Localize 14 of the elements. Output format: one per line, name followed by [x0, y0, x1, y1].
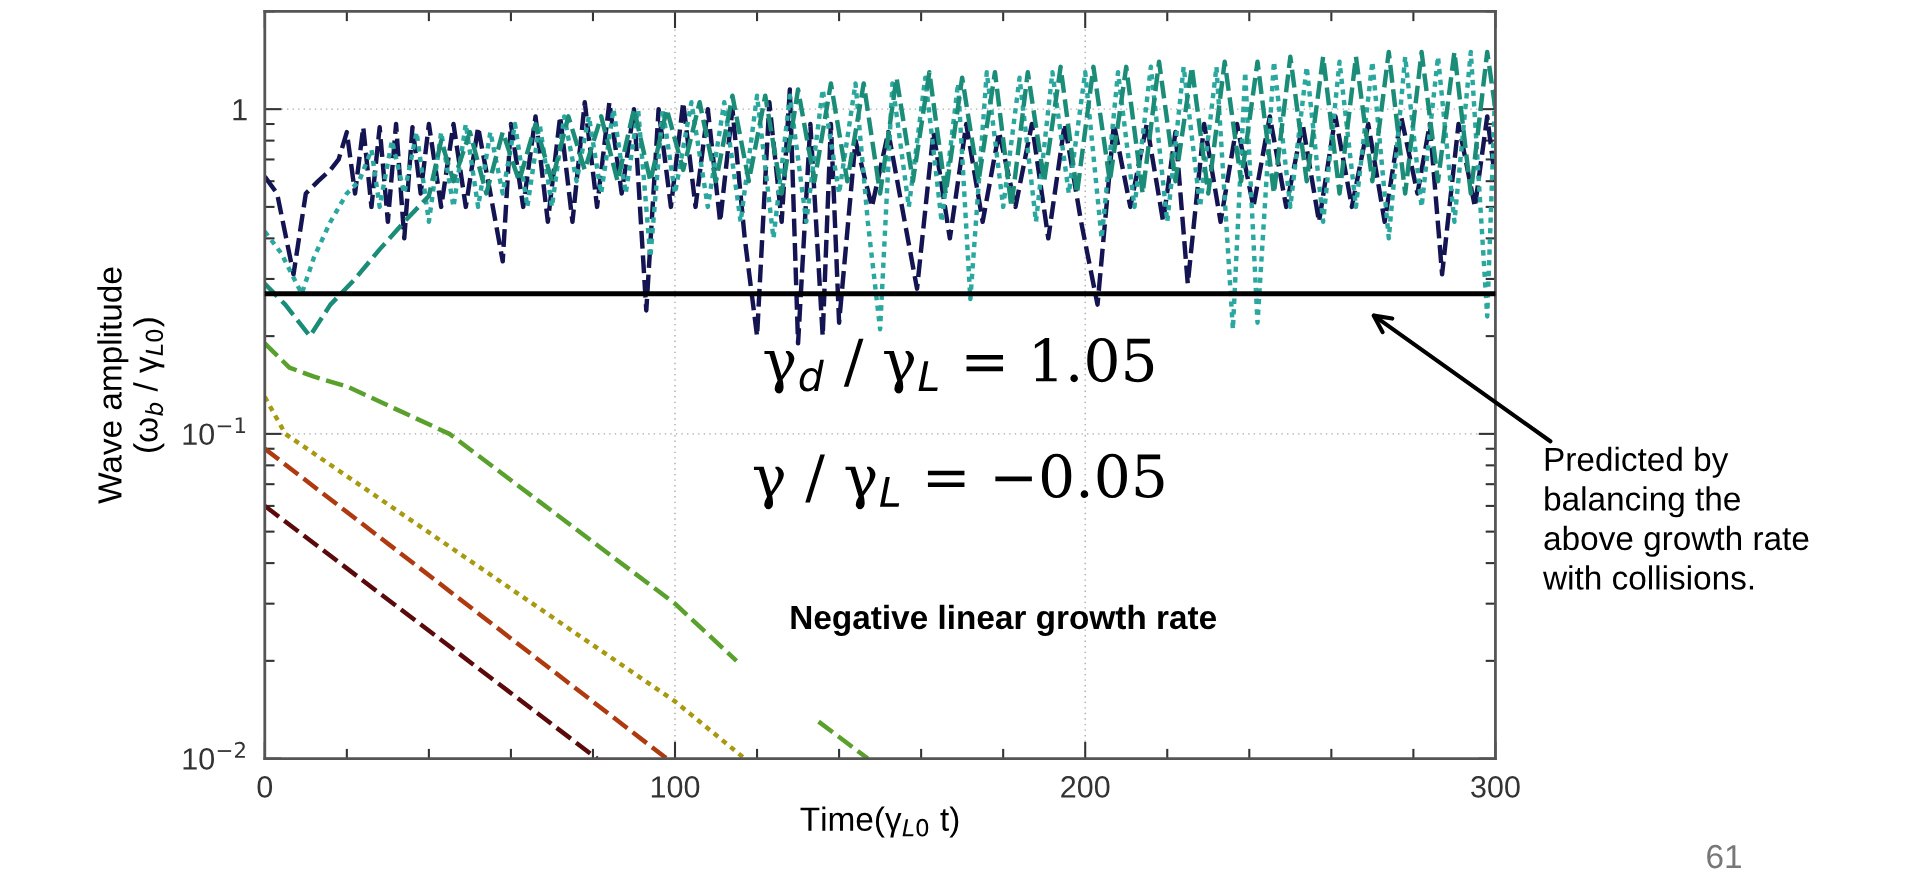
- x-tick-label: 300: [1471, 776, 1520, 798]
- text: Predicted by balancing the above growth rate with collisions.: [1543, 446, 1809, 590]
- annotation: γ$_{d}$ / γ$_{L}$ = 1.05: [764, 338, 1154, 394]
- x-tick-label: 0: [257, 776, 273, 798]
- y-axis-title: Wave amplitude (ω$_{b}$ / γ$_{L0}$): [97, 267, 165, 504]
- annotation: Negative linear growth rate: [791, 604, 1216, 636]
- y-tick-label: 1: [233, 99, 247, 121]
- x-axis-title: Time(γ$_{L0}$ t): [800, 806, 959, 838]
- annotation: γ / γ$_{L}$ = −0.05: [753, 453, 1164, 510]
- text: 61: [1707, 844, 1741, 869]
- x-tick-label: 100: [651, 776, 700, 798]
- x-tick-label: 200: [1061, 776, 1110, 798]
- y-tick-label: 10$^{−2}$: [183, 741, 245, 770]
- y-tick-label: 10$^{−1}$: [183, 417, 246, 446]
